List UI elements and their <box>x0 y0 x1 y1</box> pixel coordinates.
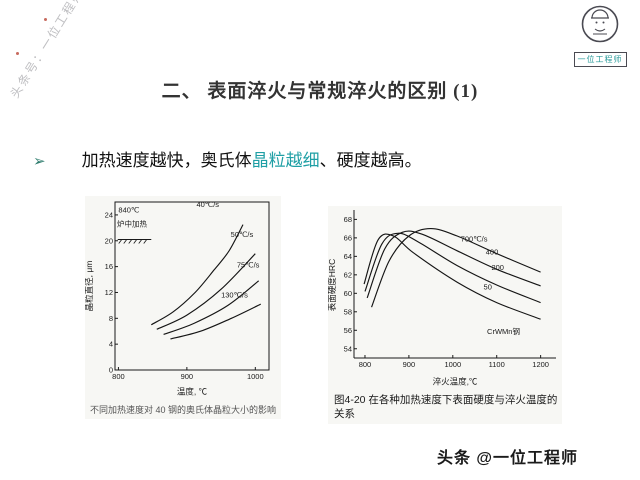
svg-text:1100: 1100 <box>489 360 505 369</box>
svg-text:4: 4 <box>109 340 113 349</box>
svg-text:0: 0 <box>109 366 113 375</box>
engineer-stamp-icon <box>581 5 619 43</box>
svg-text:900: 900 <box>403 360 416 369</box>
brand-logo: 一位工程师 <box>572 4 628 67</box>
watermark-red-speck <box>44 18 47 21</box>
svg-text:60: 60 <box>344 289 352 298</box>
arrow-bullet-icon: ➢ <box>33 153 46 170</box>
svg-text:66: 66 <box>344 233 352 242</box>
svg-text:840℃: 840℃ <box>118 205 140 214</box>
svg-text:表面硬度HRC: 表面硬度HRC <box>328 259 337 311</box>
svg-text:16: 16 <box>105 262 113 271</box>
bullet-line: ➢ 加热速度越快，奥氏体晶粒越细、硬度越高。 <box>33 146 422 171</box>
svg-text:56: 56 <box>344 326 352 335</box>
svg-text:54: 54 <box>344 344 352 353</box>
svg-text:40℃/s: 40℃/s <box>196 200 219 209</box>
svg-text:700℃/s: 700℃/s <box>461 235 488 244</box>
logo-label: 一位工程师 <box>573 52 627 67</box>
bullet-text-pre: 加热速度越快，奥氏体 <box>81 151 252 170</box>
svg-text:1000: 1000 <box>247 372 264 381</box>
svg-text:CrWMn钢: CrWMn钢 <box>487 326 520 336</box>
chart-hardness-caption: 图4-20 在各种加热速度下表面硬度与淬火温度的关系 <box>334 394 558 421</box>
svg-text:400: 400 <box>486 248 499 257</box>
svg-text:58: 58 <box>344 307 352 316</box>
bullet-text-highlight: 晶粒越细 <box>251 151 320 170</box>
svg-text:晶粒直径, μm: 晶粒直径, μm <box>85 261 94 312</box>
hardness-chart-svg: 800 900 1000 1100 1200 54 56 58 60 62 64 66 68 700℃/s… <box>327 210 556 387</box>
svg-text:62: 62 <box>344 270 352 279</box>
svg-text:800: 800 <box>359 360 372 369</box>
svg-text:炉中加热: 炉中加热 <box>117 219 147 229</box>
svg-text:50: 50 <box>484 283 492 292</box>
svg-text:12: 12 <box>105 288 113 297</box>
svg-text:8: 8 <box>109 314 113 323</box>
chart-grain-size: 800 900 1000 0 4 8 12 16 20 24 40℃/s 50℃/s 75℃/s 130℃… <box>84 196 281 419</box>
grain-size-chart-svg: 800 900 1000 0 4 8 12 16 20 24 40℃/s 50℃/s 75℃/s 130℃… <box>84 200 270 397</box>
svg-text:1200: 1200 <box>532 360 549 369</box>
svg-text:64: 64 <box>344 252 352 261</box>
bullet-text-post: 、硬度越高。 <box>319 151 422 170</box>
watermark-red-speck <box>16 52 19 55</box>
svg-text:800: 800 <box>112 372 125 381</box>
svg-text:50℃/s: 50℃/s <box>231 230 254 239</box>
svg-text:200: 200 <box>491 263 504 272</box>
svg-text:900: 900 <box>181 372 194 381</box>
svg-text:淬火温度,℃: 淬火温度,℃ <box>433 377 478 387</box>
svg-text:20: 20 <box>105 236 113 245</box>
chart-hardness: 800 900 1000 1100 1200 54 56 58 60 62 64 66 68 700℃/s… <box>327 206 562 425</box>
svg-text:75℃/s: 75℃/s <box>237 260 260 269</box>
svg-text:温度, ℃: 温度, ℃ <box>177 387 208 397</box>
svg-text:24: 24 <box>105 210 113 219</box>
svg-text:130℃/s: 130℃/s <box>221 291 248 300</box>
svg-text:68: 68 <box>344 215 352 224</box>
chart-grain-size-caption: 不同加热速度对 40 钢的奥氏体晶粒大小的影响 <box>89 405 276 415</box>
svg-text:1000: 1000 <box>444 360 461 369</box>
page-title: 二、 表面淬火与常规淬火的区别 (1) <box>161 81 479 102</box>
footer-credit: 头条 @一位工程师 <box>436 450 578 467</box>
